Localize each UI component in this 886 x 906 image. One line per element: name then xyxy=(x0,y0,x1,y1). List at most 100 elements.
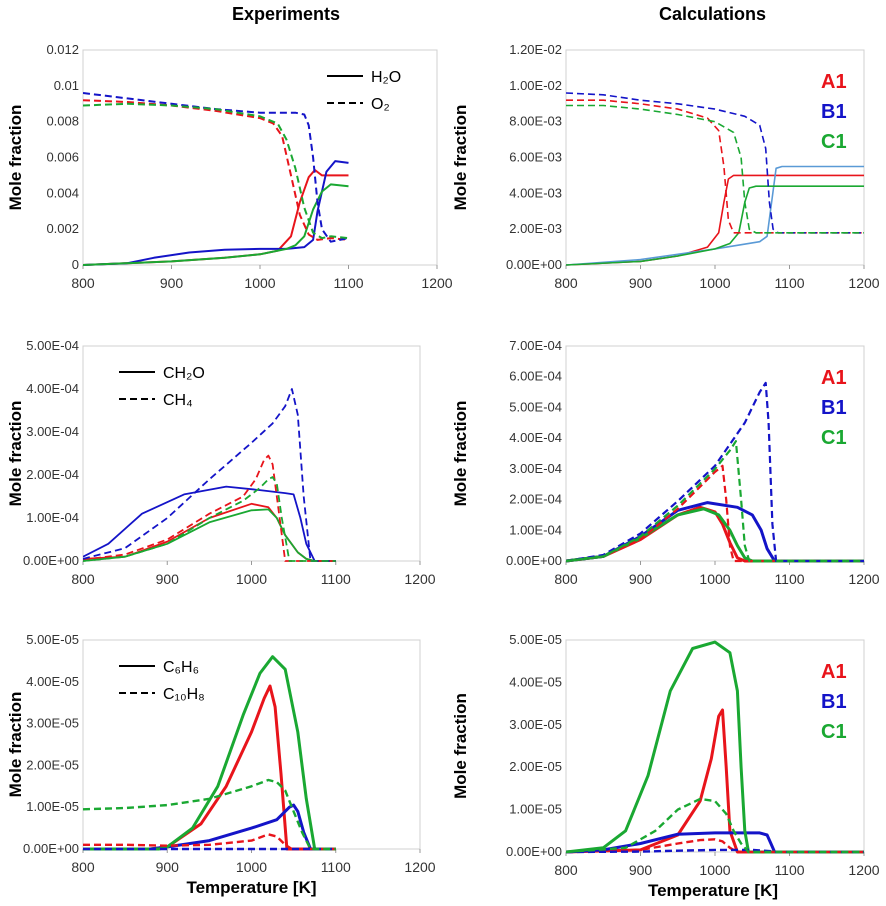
legend-label: CH₂O xyxy=(163,365,205,382)
y-tick-label: 0.00E+00 xyxy=(506,257,562,272)
legend: A1 B1 C1 xyxy=(821,71,847,153)
series-a1-o2 xyxy=(566,99,864,234)
y-tick-label: 6.00E-03 xyxy=(509,150,562,165)
series-a1-ch4 xyxy=(83,454,336,562)
series-b1-o2 xyxy=(566,92,864,234)
calculations-header: Calculations xyxy=(659,4,767,24)
legend-label: H₂O xyxy=(371,69,401,86)
y-tick-label: 6.00E-04 xyxy=(509,369,562,384)
x-tick-label: 1000 xyxy=(699,275,730,291)
series-b1-h2o xyxy=(566,165,864,266)
y-tick-label: 3.00E-05 xyxy=(26,716,79,731)
y-tick-label: 7.00E-04 xyxy=(509,338,562,353)
series-a1-h2o xyxy=(566,174,864,266)
plot-frame xyxy=(82,639,421,850)
x-tick-label: 1000 xyxy=(236,859,267,875)
series-c1-o2 xyxy=(83,102,349,240)
x-tick-label: 1100 xyxy=(321,859,351,875)
x-tick-label: 900 xyxy=(629,571,653,587)
legend-a1: A1 xyxy=(821,367,847,389)
y-tick-label: 3.00E-05 xyxy=(509,717,562,732)
y-tick-label: 1.00E-05 xyxy=(509,802,562,817)
series-group xyxy=(83,388,336,562)
series-a1-c10h8 xyxy=(566,838,864,854)
x-tick-label: 800 xyxy=(71,275,95,291)
y-tick-label: 1.20E-02 xyxy=(509,42,562,57)
x-tick-label: 1100 xyxy=(774,862,804,878)
y-tick-label: 2.00E-04 xyxy=(509,492,562,507)
chart-calc-h2o-o2: 0.00E+00 2.00E-03 4.00E-03 6.00E-03 8.00E-03… xyxy=(451,42,880,291)
legend-c1: C1 xyxy=(821,721,847,743)
legend: H₂O O₂ xyxy=(327,69,401,113)
y-tick-label: 0 xyxy=(72,257,79,272)
series-a1-c10h8 xyxy=(83,833,336,851)
plot-frame xyxy=(82,345,421,562)
y-tick-label: 4.00E-05 xyxy=(509,674,562,689)
y-axis-label: Mole fraction xyxy=(451,105,470,211)
y-tick-label: 3.00E-04 xyxy=(509,461,562,476)
y-tick-label: 2.00E-05 xyxy=(509,759,562,774)
x-axis-label: Temperature [K] xyxy=(648,881,778,900)
series-b1-ch4 xyxy=(83,388,336,562)
series-group xyxy=(566,92,864,266)
chart-calc-ch2o-ch4: 0.00E+00 1.00E-04 2.00E-04 3.00E-04 4.00E-04… xyxy=(451,338,880,587)
legend-c1: C1 xyxy=(821,427,847,449)
y-tick-label: 4.00E-05 xyxy=(26,674,79,689)
legend-b1: B1 xyxy=(821,691,847,713)
series-group xyxy=(83,92,349,266)
chart-exp-ch2o-ch4: 0.00E+00 1.00E-04 2.00E-04 3.00E-04 4.00E-04… xyxy=(6,338,436,587)
x-axis-label: Temperature [K] xyxy=(186,878,316,897)
y-tick-label: 4.00E-04 xyxy=(509,430,562,445)
series-b1-c10h8 xyxy=(566,848,864,854)
x-tick-label: 1200 xyxy=(848,571,879,587)
legend-b1: B1 xyxy=(821,397,847,419)
y-tick-label: 0.01 xyxy=(54,78,79,93)
legend-label: C₁₀H₈ xyxy=(163,686,205,703)
x-tick-label: 1100 xyxy=(774,275,804,291)
legend-b1: B1 xyxy=(821,101,847,123)
x-tick-label: 1000 xyxy=(699,571,730,587)
x-tick-label: 800 xyxy=(71,571,95,587)
y-tick-label: 1.00E-05 xyxy=(26,799,79,814)
legend-a1: A1 xyxy=(821,661,847,683)
y-tick-label: 5.00E-04 xyxy=(509,399,562,414)
y-tick-label: 2.00E-05 xyxy=(26,757,79,772)
y-tick-label: 1.00E-04 xyxy=(26,510,79,525)
x-tick-label: 1200 xyxy=(848,275,879,291)
y-tick-label: 8.00E-03 xyxy=(509,114,562,129)
x-tick-label: 1200 xyxy=(848,862,879,878)
y-tick-label: 5.00E-05 xyxy=(509,632,562,647)
series-c1-ch4 xyxy=(566,440,864,563)
legend: CH₂O CH₄ xyxy=(119,365,205,409)
y-tick-label: 0.004 xyxy=(46,185,79,200)
x-tick-label: 1100 xyxy=(774,571,804,587)
y-tick-label: 5.00E-05 xyxy=(26,632,79,647)
legend: C₆H₆ C₁₀H₈ xyxy=(119,659,205,703)
x-tick-label: 1100 xyxy=(321,571,351,587)
y-tick-label: 0.006 xyxy=(46,150,79,165)
x-tick-label: 1100 xyxy=(333,275,363,291)
y-tick-label: 2.00E-03 xyxy=(509,221,562,236)
x-tick-label: 1200 xyxy=(404,571,435,587)
series-c1-ch4 xyxy=(83,476,336,562)
y-tick-label: 1.00E-02 xyxy=(509,78,562,93)
series-b1-ch2o xyxy=(83,485,336,562)
series-group xyxy=(566,381,864,563)
y-axis-label: Mole fraction xyxy=(6,401,25,507)
x-tick-label: 900 xyxy=(629,862,653,878)
series-c1-c6h6 xyxy=(83,655,336,851)
legend-label: O₂ xyxy=(371,96,390,113)
series-c1-c6h6 xyxy=(566,640,864,854)
legend-a1: A1 xyxy=(821,71,847,93)
legend-label: CH₄ xyxy=(163,392,193,409)
series-b1-o2 xyxy=(83,92,349,243)
series-c1-h2o xyxy=(83,183,349,266)
x-tick-label: 1000 xyxy=(699,862,730,878)
legend-c1: C1 xyxy=(821,131,847,153)
series-a1-ch4 xyxy=(566,464,864,563)
series-c1-c10h8 xyxy=(566,797,864,854)
y-tick-label: 0.008 xyxy=(46,114,79,129)
x-tick-label: 800 xyxy=(554,862,578,878)
legend-label: C₆H₆ xyxy=(163,659,199,676)
